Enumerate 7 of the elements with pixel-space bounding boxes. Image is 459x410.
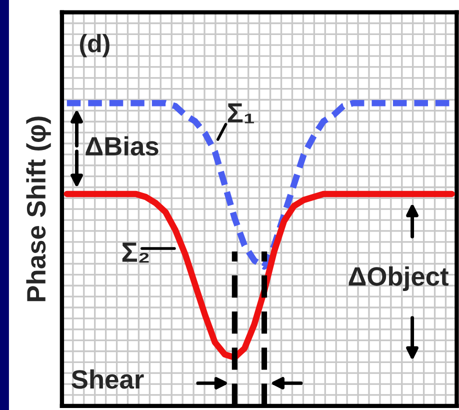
series-label: Σ₂ bbox=[122, 242, 149, 263]
y-axis-title: Phase Shift (φ) bbox=[26, 116, 51, 302]
text: (d) bbox=[80, 34, 110, 58]
annotation: ΔObject bbox=[348, 266, 448, 292]
annotation: ΔBias bbox=[86, 136, 158, 156]
series-label: Σ₁ bbox=[228, 103, 254, 124]
annotation: Shear bbox=[72, 369, 144, 389]
